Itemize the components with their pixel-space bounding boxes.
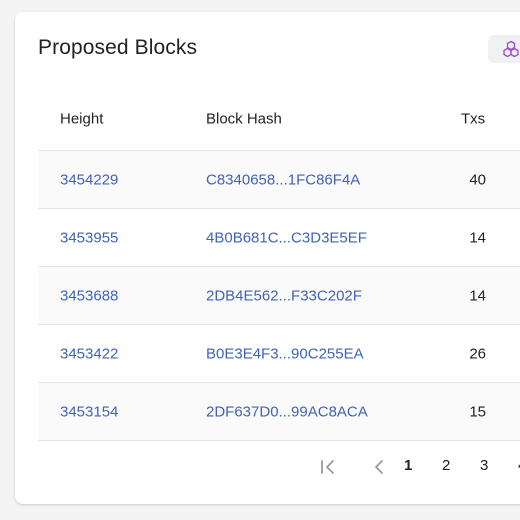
block-hash-link[interactable]: 2DF637D0...99AC8ACA [206, 403, 368, 420]
block-hash-link[interactable]: B0E3E4F3...90C255EA [206, 345, 364, 362]
page-button-2[interactable]: 2 [442, 457, 451, 474]
blocks-badge[interactable] [488, 35, 520, 63]
table-header: Height Block Hash Txs [38, 88, 520, 151]
block-height-link[interactable]: 3454229 [60, 171, 119, 188]
column-header-txs: Txs [461, 110, 486, 128]
table-row: 3453422 B0E3E4F3...90C255EA 26 [38, 325, 520, 383]
column-header-height: Height [60, 110, 104, 128]
block-hash-link[interactable]: 4B0B681C...C3D3E5EF [206, 229, 367, 246]
first-page-icon[interactable] [319, 458, 337, 476]
card-title: Proposed Blocks [38, 36, 198, 59]
tx-count: 26 [469, 345, 486, 362]
tx-count: 15 [469, 403, 486, 420]
tx-count: 14 [469, 229, 486, 246]
page-button-4[interactable]: 4 [518, 457, 520, 474]
table-row: 3453955 4B0B681C...C3D3E5EF 14 [38, 209, 520, 267]
block-height-link[interactable]: 3453422 [60, 345, 119, 362]
block-hash-link[interactable]: C8340658...1FC86F4A [206, 171, 361, 188]
table-body: 3454229 C8340658...1FC86F4A 40 3453955 4… [38, 151, 520, 441]
block-height-link[interactable]: 3453688 [60, 287, 119, 304]
table-row: 3453688 2DB4E562...F33C202F 14 [38, 267, 520, 325]
proposed-blocks-card: Proposed Blocks Height Block Hash Txs 34… [15, 12, 520, 504]
block-hash-link[interactable]: 2DB4E562...F33C202F [206, 287, 362, 304]
table-row: 3454229 C8340658...1FC86F4A 40 [38, 151, 520, 209]
block-height-link[interactable]: 3453955 [60, 229, 119, 246]
tx-count: 14 [469, 287, 486, 304]
tx-count: 40 [469, 171, 486, 188]
page-button-1[interactable]: 1 [404, 457, 413, 474]
table-row: 3453154 2DF637D0...99AC8ACA 15 [38, 383, 520, 441]
block-height-link[interactable]: 3453154 [60, 403, 119, 420]
page-button-3[interactable]: 3 [480, 457, 489, 474]
previous-page-icon[interactable] [371, 458, 389, 476]
blocks-table: Height Block Hash Txs 3454229 C8340658..… [38, 88, 520, 441]
column-header-block-hash: Block Hash [206, 110, 282, 128]
cubes-icon [503, 40, 519, 58]
